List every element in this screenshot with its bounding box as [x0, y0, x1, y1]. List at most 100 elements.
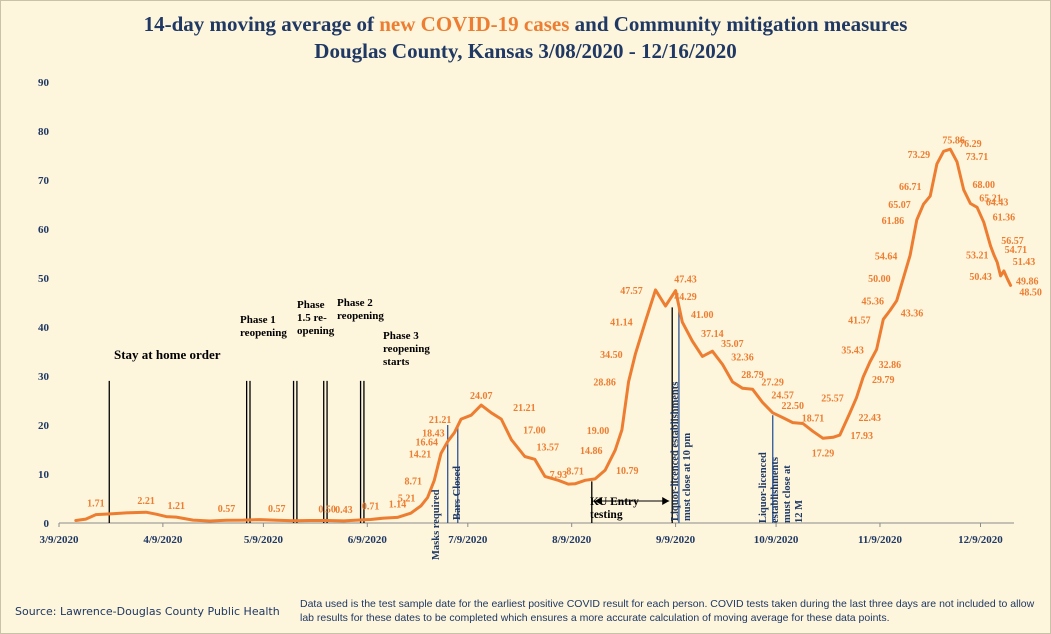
data-label: 14.86: [580, 446, 603, 457]
data-label: 5.21: [398, 493, 416, 504]
y-tick-label: 20: [38, 420, 50, 432]
data-label: 14.21: [409, 449, 432, 460]
annotation-stay-home: Stay at home order: [114, 347, 221, 362]
data-label: 21.21: [513, 403, 536, 414]
x-tick-label: 4/9/2020: [143, 534, 183, 546]
span-arrow-head-left: [594, 496, 602, 505]
annotation-phase-2: Phase 2 reopening: [337, 297, 384, 322]
x-tick-label: 10/9/2020: [754, 534, 799, 546]
data-label: 51.43: [1013, 257, 1036, 268]
data-label: 44.29: [674, 292, 697, 303]
data-label: 0.50: [318, 505, 336, 516]
data-label: 27.29: [761, 377, 784, 388]
data-label: 13.57: [537, 443, 560, 454]
annotation-bars-closed: Bars Closed: [452, 466, 463, 520]
data-label: 41.57: [848, 315, 871, 326]
data-label: 28.79: [741, 370, 764, 381]
data-label: 22.43: [859, 413, 882, 424]
data-label: 65.21: [979, 193, 1002, 204]
annotation-ku-entry: KU Entry testing: [590, 496, 639, 521]
data-label: 22.50: [781, 401, 804, 412]
data-label: 48.50: [1019, 287, 1042, 298]
annotation-phase-1-5: Phase 1.5 re-opening: [297, 299, 335, 337]
y-tick-label: 80: [38, 126, 50, 138]
data-label: 8.71: [566, 466, 584, 477]
footnote: Data used is the test sample date for th…: [300, 598, 1035, 624]
data-label: 43.36: [901, 309, 924, 320]
span-arrow-head-right: [662, 496, 670, 505]
y-tick-label: 40: [38, 322, 50, 334]
chart-subtitle: Douglas County, Kansas 3/08/2020 - 12/16…: [314, 39, 737, 63]
data-label: 35.07: [721, 339, 744, 350]
annotation-liquor-12m: Liquor-licencedestablishmentsmust close …: [758, 452, 805, 523]
data-label: 76.29: [959, 139, 982, 150]
data-label: 50.43: [969, 272, 992, 283]
data-label: 61.36: [993, 212, 1016, 223]
data-label: 17.00: [523, 426, 546, 437]
data-label: 34.50: [600, 350, 623, 361]
data-label: 49.86: [1016, 277, 1039, 288]
y-tick-label: 50: [38, 273, 50, 285]
data-label: 24.07: [470, 391, 493, 402]
data-label: 0.43: [335, 505, 353, 516]
data-label: 73.71: [966, 152, 989, 163]
data-label: 0.71: [362, 502, 380, 513]
x-tick-label: 6/9/2020: [348, 534, 388, 546]
chart-title: 14-day moving average of new COVID-19 ca…: [0, 12, 1051, 37]
annotation-masks-required: Masks required: [431, 489, 442, 560]
source-note: Source: Lawrence-Douglas County Public H…: [15, 605, 280, 618]
annotation-liquor-10pm: Liquor-licenced establishmentsmust close…: [670, 382, 693, 521]
data-label: 19.00: [587, 426, 610, 437]
data-label: 1.71: [87, 499, 105, 510]
data-label: 37.14: [701, 329, 724, 340]
data-label: 41.14: [610, 317, 633, 328]
data-label: 29.79: [872, 375, 895, 386]
title-part-3: and Community mitigation measures: [569, 12, 908, 36]
data-label: 18.71: [802, 413, 825, 424]
x-tick-label: 7/9/2020: [448, 534, 488, 546]
title-highlight: new COVID-19 cases: [379, 12, 570, 36]
data-label: 25.57: [821, 394, 844, 405]
annotation-phase-3: Phase 3 reopening starts: [383, 330, 430, 368]
data-label: 8.71: [405, 476, 423, 487]
series-line: [74, 147, 1013, 523]
data-label: 10.79: [616, 466, 639, 477]
y-tick-label: 30: [38, 371, 50, 383]
y-tick-label: 70: [38, 175, 50, 187]
data-label: 47.43: [674, 275, 697, 286]
data-label: 73.29: [908, 150, 931, 161]
data-label: 47.57: [620, 286, 643, 297]
x-tick-label: 8/9/2020: [552, 534, 592, 546]
x-tick-label: 9/9/2020: [656, 534, 696, 546]
data-label: 1.14: [389, 499, 407, 510]
data-label: 45.36: [861, 297, 884, 308]
data-label: 68.00: [972, 180, 995, 191]
data-label: 54.71: [1005, 245, 1028, 256]
data-label: 24.57: [771, 391, 794, 402]
x-tick-label: 11/9/2020: [858, 534, 903, 546]
y-tick-label: 90: [38, 77, 50, 89]
data-label: 56.57: [1001, 236, 1024, 247]
y-tick-label: 10: [38, 469, 50, 481]
data-label: 21.21: [429, 415, 452, 426]
data-label: 32.86: [879, 360, 902, 371]
data-label: 2.21: [137, 496, 155, 507]
data-label: 65.07: [888, 200, 911, 211]
data-label: 61.86: [882, 216, 905, 227]
data-label: 64.43: [986, 197, 1009, 208]
data-label: 53.21: [966, 250, 989, 261]
data-label: 54.64: [875, 251, 898, 262]
data-label: 17.93: [851, 431, 874, 442]
x-tick-label: 5/9/2020: [244, 534, 284, 546]
title-part-1: 14-day moving average of: [143, 12, 380, 36]
data-label: 0.57: [268, 504, 286, 515]
data-label: 75.86: [942, 135, 965, 146]
data-label: 16.64: [415, 437, 438, 448]
y-tick-label: 60: [38, 224, 50, 236]
chart-svg: 0 10 20 30 40 50 60 70 80 90 3/9/2020 4/9/2020 5/9/2…: [38, 77, 1042, 560]
x-tick-label: 3/9/2020: [39, 534, 79, 546]
x-tick-label: 12/9/2020: [958, 534, 1003, 546]
y-tick-label: 0: [44, 518, 50, 530]
data-label: 28.86: [593, 378, 616, 389]
annotation-phase-1: Phase 1 reopening: [240, 314, 287, 339]
